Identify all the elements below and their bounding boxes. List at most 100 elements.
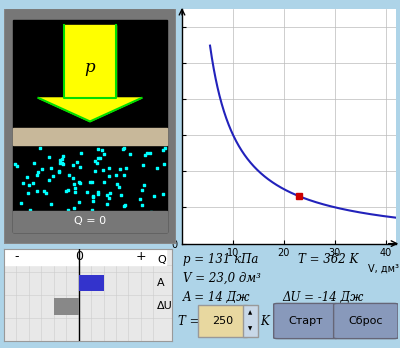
Point <box>92 158 98 163</box>
Point <box>12 161 18 167</box>
Point <box>111 223 118 229</box>
Point <box>104 192 110 197</box>
Point <box>162 145 168 151</box>
Text: K: K <box>260 315 269 327</box>
Point <box>133 225 140 230</box>
Point <box>118 192 124 198</box>
Text: Сброс: Сброс <box>348 316 383 326</box>
Point <box>148 209 154 215</box>
Point <box>65 187 71 192</box>
Point <box>65 207 71 213</box>
Point <box>90 194 96 199</box>
Point <box>20 180 26 185</box>
Text: Q: Q <box>157 255 166 265</box>
Point <box>60 218 66 223</box>
Point <box>57 157 64 163</box>
Point <box>92 168 98 174</box>
Point <box>48 166 54 171</box>
Text: A: A <box>157 278 165 288</box>
Point <box>38 223 44 228</box>
Point <box>78 150 84 156</box>
Text: T = 362 K: T = 362 K <box>298 253 358 266</box>
Point <box>31 160 37 166</box>
Point <box>56 169 62 175</box>
Point <box>66 172 72 177</box>
Point <box>106 165 112 171</box>
Point <box>101 180 108 185</box>
Text: p = 131 кПа: p = 131 кПа <box>183 253 258 266</box>
Point <box>116 223 123 228</box>
Point <box>121 203 127 209</box>
Point <box>104 201 110 207</box>
Point <box>54 213 61 219</box>
Point <box>160 215 167 221</box>
Point <box>102 210 109 216</box>
Point <box>137 196 143 201</box>
Point <box>77 164 83 169</box>
Point <box>71 211 78 217</box>
Point <box>95 146 101 152</box>
Point <box>138 187 145 193</box>
Point <box>116 167 123 172</box>
Point <box>114 181 121 187</box>
Point <box>121 145 127 150</box>
Point <box>98 217 104 222</box>
FancyBboxPatch shape <box>3 8 177 245</box>
Point <box>154 165 160 171</box>
Text: -: - <box>14 251 19 263</box>
Point <box>106 196 112 201</box>
Point <box>59 156 66 161</box>
Point <box>71 189 78 195</box>
Point <box>151 193 158 198</box>
Point <box>116 184 122 190</box>
Point <box>90 199 96 204</box>
Point <box>49 216 56 222</box>
FancyBboxPatch shape <box>198 304 247 338</box>
FancyBboxPatch shape <box>334 303 398 339</box>
Point <box>50 173 56 179</box>
Point <box>42 190 49 196</box>
Point <box>69 175 76 181</box>
Point <box>113 172 120 177</box>
Point <box>94 160 100 166</box>
Text: p: p <box>85 59 95 76</box>
Point <box>146 150 153 156</box>
Point <box>86 220 92 225</box>
Text: T =: T = <box>178 315 200 327</box>
Bar <box>13 211 167 232</box>
Point <box>75 220 82 226</box>
Point <box>59 226 66 232</box>
Point <box>144 150 150 156</box>
Point <box>94 156 101 161</box>
Point <box>112 210 119 215</box>
Point <box>24 174 30 180</box>
Point <box>95 189 101 194</box>
Point <box>145 221 152 227</box>
Point <box>63 223 70 228</box>
Text: Старт: Старт <box>288 316 323 326</box>
Text: A = 14 Дж: A = 14 Дж <box>183 292 250 304</box>
Point <box>65 212 72 218</box>
Point <box>59 161 66 167</box>
Point <box>58 160 65 165</box>
Point <box>46 177 52 183</box>
Point <box>76 199 82 205</box>
Point <box>72 185 78 191</box>
Point <box>148 211 154 216</box>
Point <box>55 168 62 173</box>
Point <box>62 219 69 224</box>
Point <box>160 147 166 153</box>
Text: 0: 0 <box>75 251 83 263</box>
Point <box>35 169 42 175</box>
Point <box>39 166 45 171</box>
Point <box>29 220 35 226</box>
Bar <box>13 128 167 145</box>
Point <box>107 213 114 219</box>
Point <box>14 164 20 169</box>
Point <box>101 151 107 157</box>
Point <box>90 193 96 199</box>
Point <box>74 226 81 232</box>
Point <box>115 210 121 215</box>
Point <box>70 162 76 167</box>
Point <box>26 182 32 188</box>
